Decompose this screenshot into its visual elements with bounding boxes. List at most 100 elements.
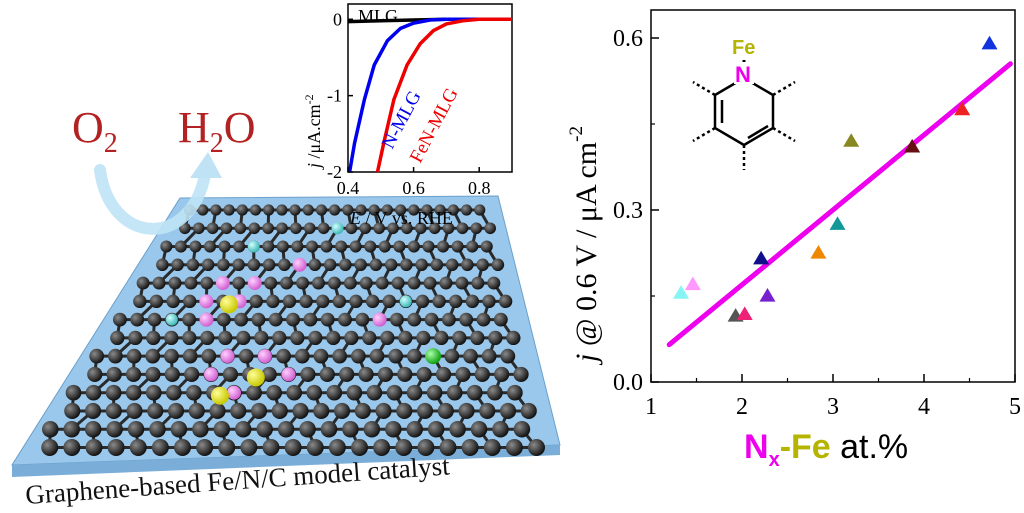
carbon-atom [89,348,105,364]
carbon-atom [183,294,197,309]
carbon-atom [63,420,81,438]
carbon-atom [365,294,380,309]
carbon-atom [149,420,166,438]
reaction-arrow [94,164,211,235]
carbon-atom [196,439,214,456]
carbon-atom [149,294,164,309]
carbon-atom [106,420,123,438]
carbon-atom [449,294,463,309]
carbon-atom [484,222,496,235]
carbon-atom [262,222,274,235]
carbon-atom [272,330,287,346]
carbon-atom [320,312,335,327]
carbon-atom [213,420,231,438]
carbon-atom [474,366,490,383]
carbon-atom [282,294,297,309]
carbon-atom [65,384,82,401]
carbon-atom [461,439,479,456]
carbon-atom [395,204,407,216]
data-point-triangle [673,285,690,299]
carbon-atom [326,330,341,346]
main-x-tick-label: 5 [1009,394,1021,420]
inset-polarization-chart: 0.4 0.6 0.80-1-2 MLG N-MLG FeN-MLG j /μA.c… [302,3,513,228]
carbon-atom [313,348,329,364]
carbon-atom [232,276,246,290]
data-point-triangle [736,306,753,320]
carbon-atom [446,384,463,401]
carbon-atom [407,276,421,290]
inset-curves [347,17,512,173]
inset-y-axis-label: j /μA.cm-2 [302,94,324,170]
dashed-bonds [692,80,796,170]
carbon-atom [126,402,143,420]
carbon-atom [186,258,200,272]
carbon-atom [439,276,453,290]
carbon-atom [291,240,304,253]
carbon-atom [218,240,231,253]
main-x-axis-label: Nx-Fe at.% [744,428,908,471]
carbon-atom [500,348,516,364]
carbon-atom [470,222,483,235]
carbon-atom [476,258,489,272]
carbon-atom [145,348,161,364]
carbon-atom [427,420,445,438]
data-point-triangle [759,288,776,302]
carbon-atom [147,312,162,327]
carbon-atom [451,240,464,253]
carbon-atom [488,330,503,346]
carbon-atom [173,439,191,456]
carbon-atom [222,366,239,383]
carbon-atom [493,312,508,327]
carbon-atom [498,294,513,309]
carbon-atom [327,276,341,290]
carbon-atom [232,258,245,272]
carbon-atom [513,420,531,438]
carbon-atom [127,420,145,438]
carbon-atom [406,384,423,401]
carbon-atom [263,204,275,216]
carbon-atom [294,348,310,364]
carbon-atom [276,240,289,253]
carbon-atom [463,348,478,364]
carbon-atom [152,276,166,290]
carbon-atom [333,402,351,420]
carbon-atom [311,276,325,290]
reaction-arrow-head [190,152,222,178]
carbon-atom [386,384,403,401]
carbon-atom [320,240,333,253]
carbon-atom [129,439,147,456]
carbon-atom [329,204,341,216]
carbon-atom [406,420,424,438]
carbon-atom [248,222,261,235]
carbon-atom [373,222,385,235]
carbon-atom [416,366,432,383]
carbon-atom [160,240,173,253]
carbon-atom [320,420,338,438]
carbon-atom [422,240,435,253]
carbon-atom [249,204,262,216]
carbon-atom [391,276,405,290]
dopant-atom [331,222,344,235]
ring-double-bond-2 [747,124,769,140]
carbon-atom [106,366,122,383]
main-x-tick-label: 4 [918,394,930,420]
structure-fe-label: Fe [732,37,755,59]
carbon-atom [271,402,288,420]
structure-n-label: N [735,62,751,87]
pyridinic-n-fe-structure [692,60,796,170]
nitrogen-atom [372,312,387,327]
carbon-atom [487,384,503,401]
carbon-atom [354,402,371,420]
carbon-atom [366,384,383,401]
n-label-bg [734,62,754,84]
carbon-atom [437,402,454,420]
carbon-atom [377,366,394,383]
carbon-atom [105,402,122,420]
carbon-atom [302,204,314,216]
carbon-atom [151,439,169,456]
carbon-atom [494,366,510,383]
dopant-atom [247,240,260,253]
carbon-atom [42,420,59,438]
carbon-atom [130,312,145,327]
carbon-atom [415,294,430,309]
